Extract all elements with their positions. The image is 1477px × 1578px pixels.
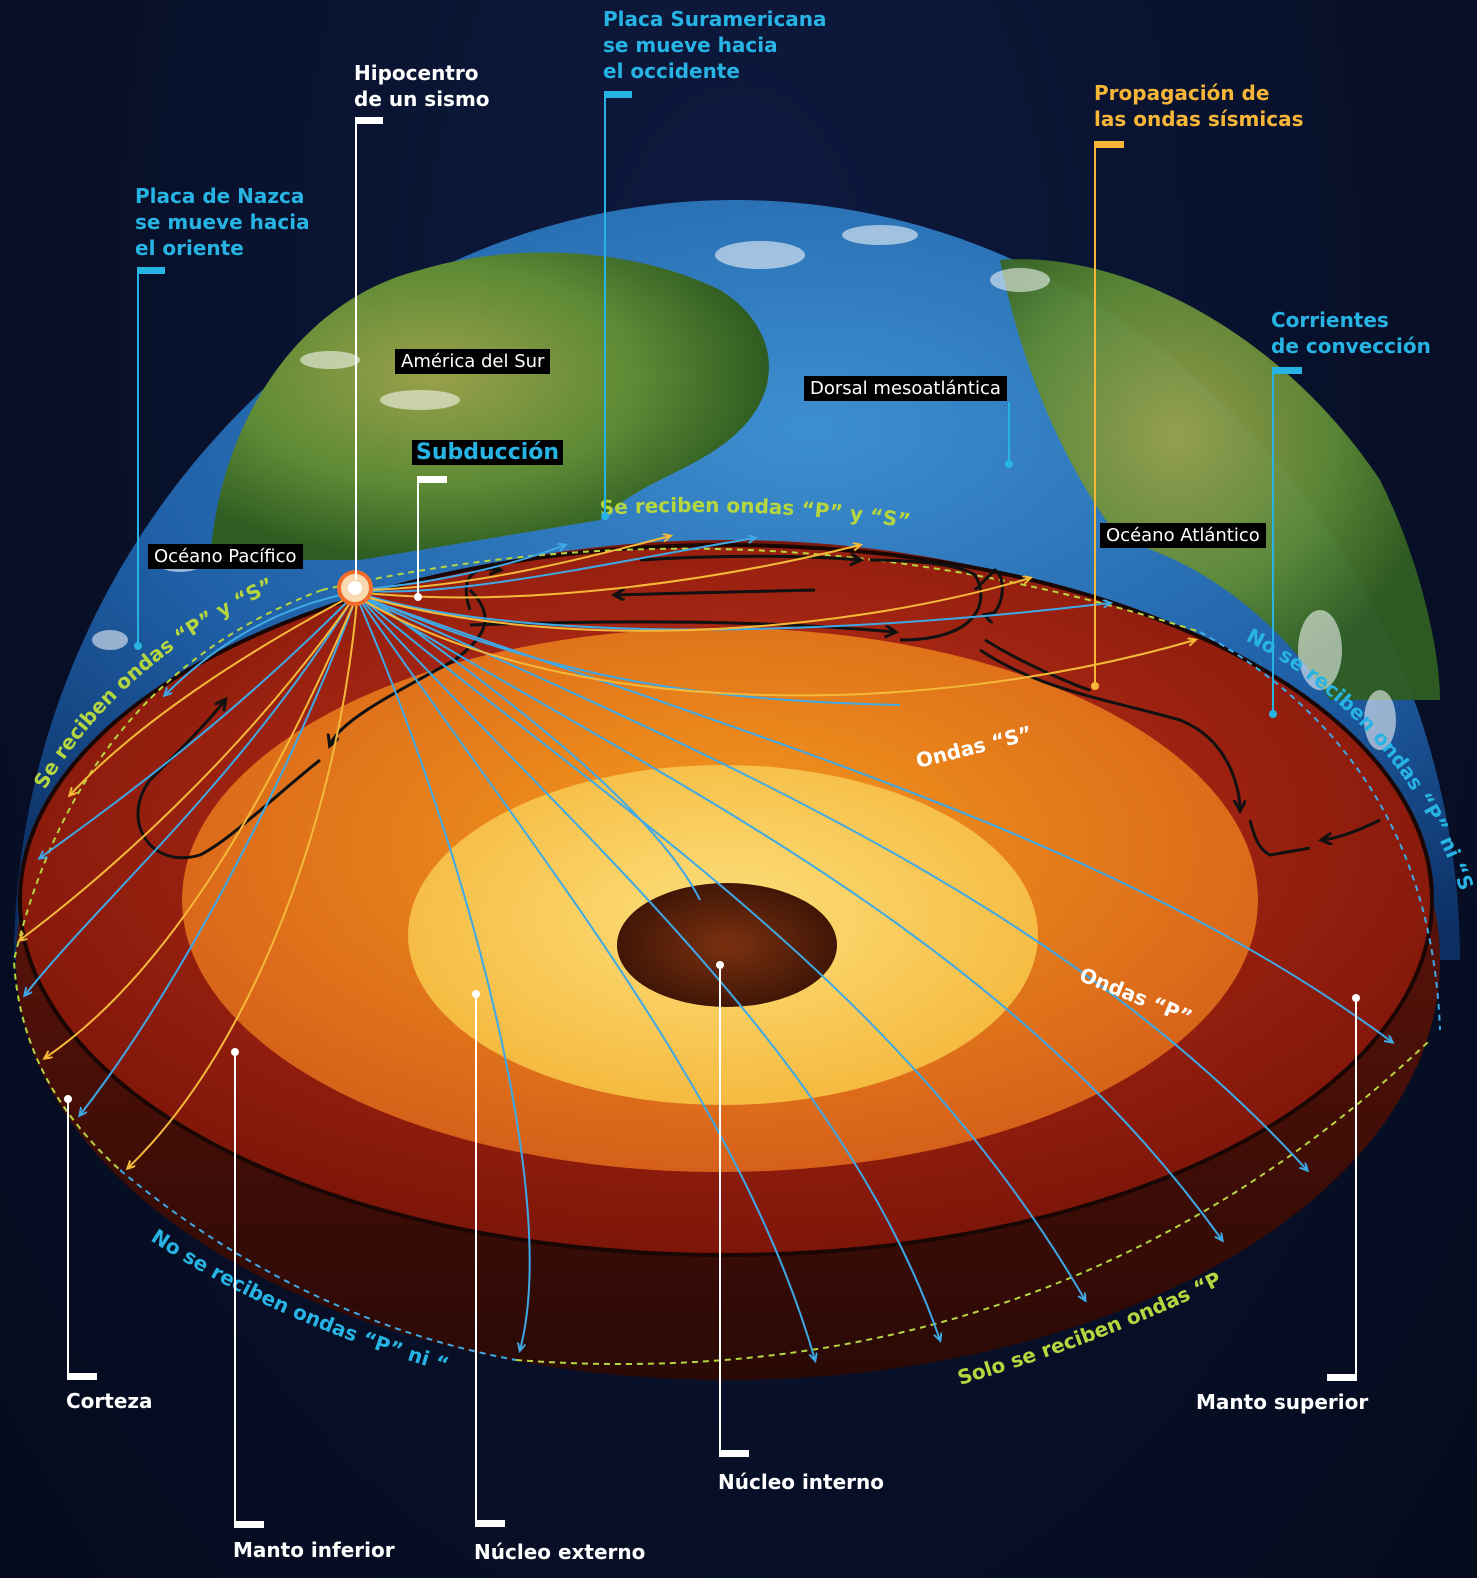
hypocenter-leader [355,120,357,580]
lower-mantle-leader [234,1053,236,1528]
mid-atlantic-ridge-label: Dorsal mesoatlántica [804,376,1007,401]
south-american-plate-tick [604,91,632,98]
nazca-plate-label: Placa de Nazca se mueve hacia el oriente [135,184,310,260]
south-america-land [210,252,769,560]
convection-label: Corrientes de convección [1271,308,1431,358]
lower-mantle-label: Manto inferior [233,1538,395,1562]
south-american-plate-label: Placa Suramericana se mueve hacia el occ… [603,7,827,83]
nazca-plate-tick [137,267,165,274]
hypocenter-tick [355,117,383,124]
wave-propagation-tick [1094,141,1124,148]
nazca-plate-leader [137,270,139,645]
inner-core-label: Núcleo interno [718,1470,885,1494]
hypocenter-label: Hipocentro de un sismo [354,61,490,111]
crust-leader [67,1100,69,1380]
inner-core-layer [617,883,837,1007]
crust-label: Corteza [66,1389,153,1413]
south-american-plate-leader [604,94,606,514]
wave-propagation-label: Propagación de las ondas sísmicas [1094,81,1304,131]
wave-propagation-leader [1094,144,1096,684]
upper-mantle-label: Manto superior [1196,1390,1369,1414]
outer-core-leader [475,995,477,1527]
inner-core-leader [719,966,721,1456]
convection-leader [1272,370,1274,712]
atlantic-ocean-label: Océano Atlántico [1100,523,1266,548]
south-america-label: América del Sur [395,349,551,374]
africa-land [1000,259,1440,700]
convection-tick [1272,367,1302,374]
pacific-ocean-label: Océano Pacífico [148,544,303,569]
p-waves [25,538,1392,1360]
upper-mantle-leader [1355,999,1357,1381]
subduction-label: Subducción [412,440,564,465]
outer-core-label: Núcleo externo [474,1540,646,1564]
s-waves [20,536,1195,1168]
subduction-leader [417,478,419,596]
